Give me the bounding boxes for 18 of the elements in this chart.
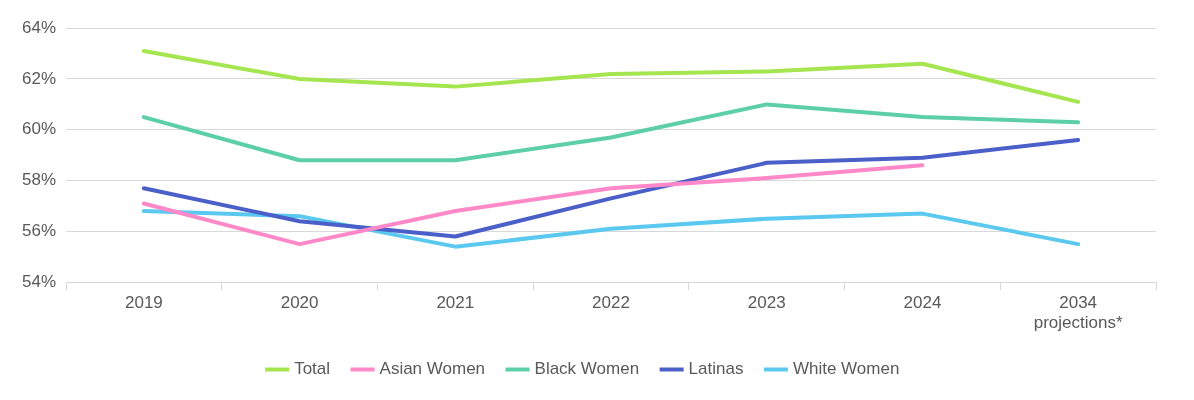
y-tick-label: 54% <box>21 271 57 291</box>
y-tick-label: 56% <box>21 221 57 241</box>
y-tick-label: 62% <box>21 68 57 88</box>
x-tick-label: 2021 <box>436 293 475 313</box>
legend-label: Total <box>294 359 331 379</box>
y-tick-label: 58% <box>21 170 57 190</box>
y-tick-label: 60% <box>21 119 57 139</box>
legend-label: White Women <box>792 359 900 379</box>
x-tick-label: 2019 <box>124 293 163 313</box>
x-tick-label: 2034 projections* <box>1033 293 1123 333</box>
x-tick-label: 2022 <box>592 293 630 313</box>
y-tick-label: 64% <box>21 17 57 37</box>
legend-label: Latinas <box>688 359 744 379</box>
legend-label: Black Women <box>534 359 640 379</box>
x-tick-label: 2020 <box>280 293 319 313</box>
legend-label: Asian Women <box>379 359 486 379</box>
x-tick-label: 2023 <box>747 293 786 313</box>
x-tick-label: 2024 <box>903 293 942 313</box>
